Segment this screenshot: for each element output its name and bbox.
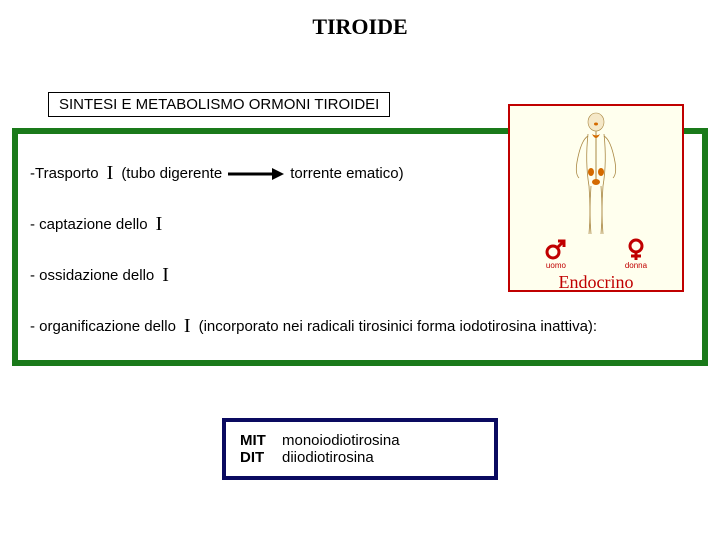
iodine-symbol: I xyxy=(160,264,171,287)
text: (tubo digerente xyxy=(121,165,222,182)
endocrine-figure: uomo donna Endocrino xyxy=(508,104,684,292)
text: - organificazione dello xyxy=(30,318,176,335)
female-label: donna xyxy=(625,261,647,270)
line-organification: - organificazione dello I (incorporato n… xyxy=(30,315,690,338)
iodine-symbol: I xyxy=(182,315,193,338)
text: - captazione dello xyxy=(30,216,148,233)
gender-symbols: uomo donna xyxy=(510,238,682,272)
text: -Trasporto xyxy=(30,165,99,182)
def-row-mit: MIT monoiodiotirosina xyxy=(240,432,480,449)
def-text: diiodiotirosina xyxy=(282,449,374,466)
abbr: DIT xyxy=(240,449,274,466)
section-subtitle: SINTESI E METABOLISMO ORMONI TIROIDEI xyxy=(48,92,390,117)
text: (incorporato nei radicali tirosinici for… xyxy=(199,318,598,335)
page-title: TIROIDE xyxy=(0,0,720,40)
def-text: monoiodiotirosina xyxy=(282,432,400,449)
arrow-icon xyxy=(228,167,284,181)
abbr: MIT xyxy=(240,432,274,449)
definitions-box: MIT monoiodiotirosina DIT diiodiotirosin… xyxy=(222,418,498,480)
text: - ossidazione dello xyxy=(30,267,154,284)
iodine-symbol: I xyxy=(105,162,116,185)
male-icon xyxy=(545,238,567,260)
male-label: uomo xyxy=(546,261,566,270)
body-diagram xyxy=(561,106,631,238)
iodine-symbol: I xyxy=(154,213,165,236)
def-row-dit: DIT diiodiotirosina xyxy=(240,449,480,466)
figure-caption: Endocrino xyxy=(559,272,634,297)
female-icon xyxy=(625,238,647,260)
text: torrente ematico) xyxy=(290,165,403,182)
